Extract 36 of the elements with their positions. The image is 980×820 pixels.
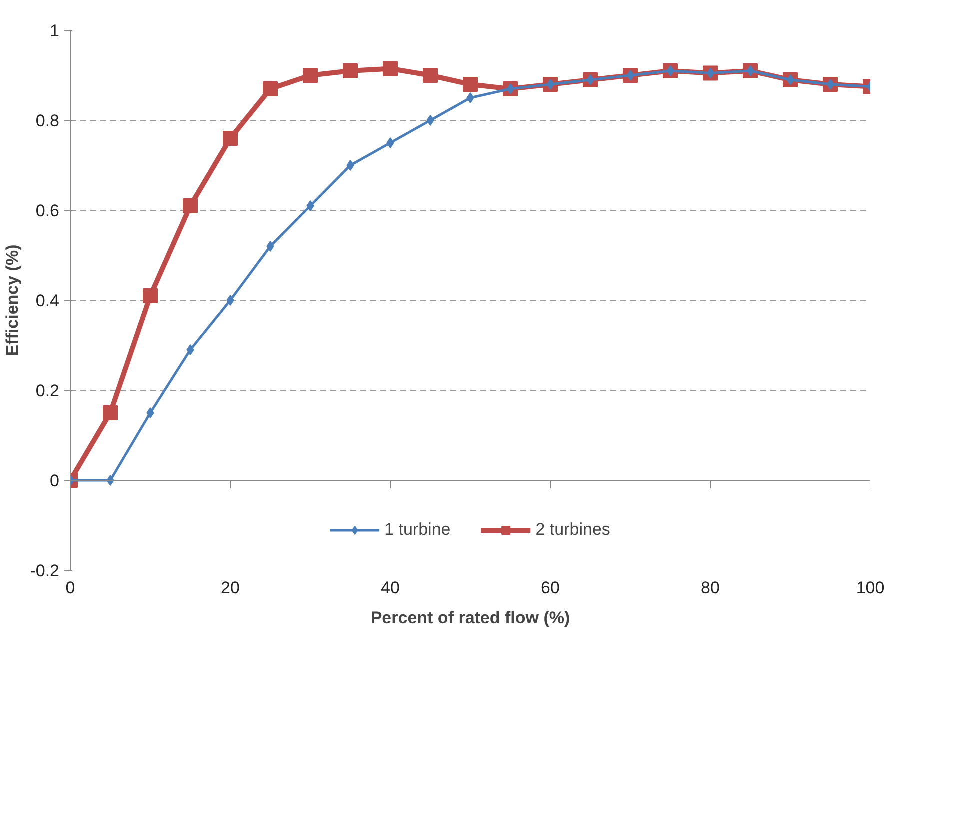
point bbox=[146, 408, 154, 418]
point bbox=[306, 200, 314, 212]
point bbox=[346, 160, 354, 171]
x-tick-label: 80 bbox=[701, 578, 720, 598]
point bbox=[183, 198, 198, 214]
legend-label: 1 turbine bbox=[384, 520, 451, 540]
point bbox=[466, 92, 474, 104]
point bbox=[423, 68, 438, 83]
point bbox=[303, 68, 318, 83]
y-tick-label: 1 bbox=[50, 22, 60, 40]
y-axis-title: Efficiency (%) bbox=[3, 244, 22, 356]
y-tick-label: 0.6 bbox=[36, 202, 60, 220]
y-tick-label: 0 bbox=[50, 472, 60, 490]
point bbox=[223, 131, 238, 146]
point bbox=[143, 288, 158, 304]
point bbox=[266, 241, 274, 252]
point bbox=[226, 295, 234, 306]
point bbox=[386, 138, 394, 148]
y-tick-label: 0.2 bbox=[36, 382, 60, 400]
point bbox=[263, 82, 278, 96]
x-tick-label: 0 bbox=[66, 578, 76, 598]
point bbox=[383, 61, 398, 76]
x-tick-label: 100 bbox=[856, 578, 885, 598]
legend-label: 2 turbines bbox=[536, 520, 610, 540]
y-tick-label: 0.8 bbox=[36, 112, 60, 130]
x-tick-label: 20 bbox=[221, 578, 240, 598]
point bbox=[426, 115, 434, 126]
y-tick-label: 0.4 bbox=[36, 292, 60, 310]
x-axis-title: Percent of rated flow (%) bbox=[370, 608, 570, 628]
y-tick-label: -0.2 bbox=[30, 562, 60, 580]
point bbox=[186, 344, 194, 356]
x-tick-label: 40 bbox=[381, 578, 400, 598]
point bbox=[103, 406, 118, 420]
point bbox=[343, 64, 358, 78]
point bbox=[463, 77, 478, 92]
x-tick-label: 60 bbox=[541, 578, 560, 598]
